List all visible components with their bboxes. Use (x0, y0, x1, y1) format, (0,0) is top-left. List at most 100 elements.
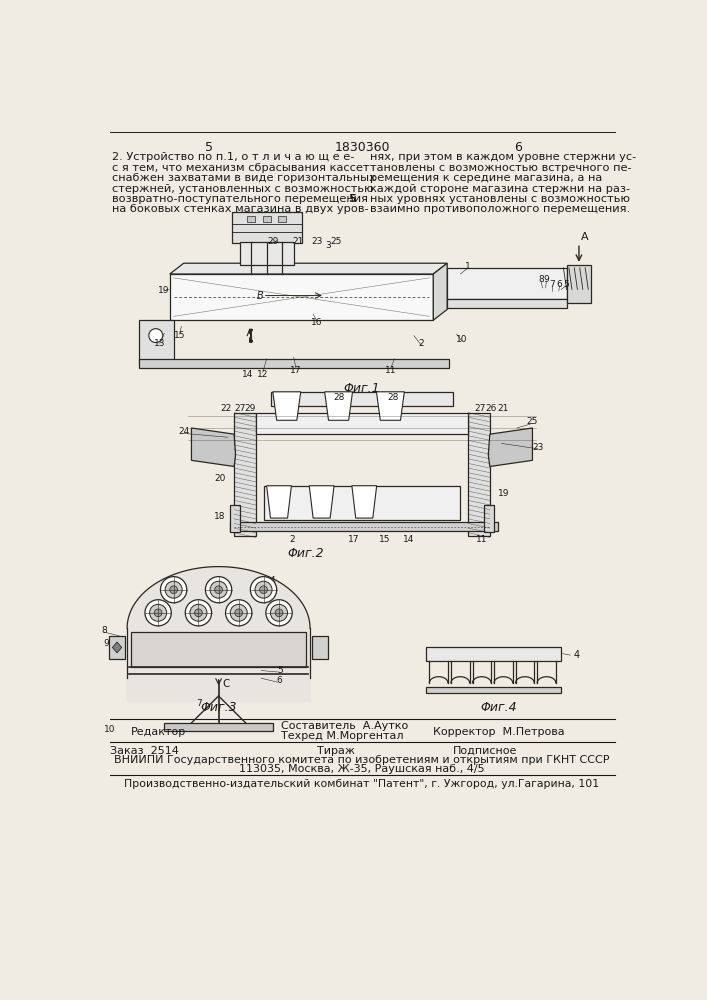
FancyBboxPatch shape (170, 274, 433, 320)
Polygon shape (352, 486, 377, 518)
Text: 12: 12 (257, 370, 269, 379)
Polygon shape (309, 486, 334, 518)
Text: ремещения к середине магазина, а на: ремещения к середине магазина, а на (370, 173, 603, 183)
Text: Φиг.3: Φиг.3 (200, 701, 237, 714)
Text: 28: 28 (333, 393, 344, 402)
FancyBboxPatch shape (131, 632, 306, 667)
Circle shape (275, 609, 283, 617)
Text: 15: 15 (174, 331, 185, 340)
Circle shape (266, 600, 292, 626)
Circle shape (145, 600, 171, 626)
Text: 14: 14 (403, 535, 414, 544)
Text: C: C (223, 679, 230, 689)
Text: 5: 5 (278, 666, 284, 675)
Text: 15: 15 (380, 535, 391, 544)
Polygon shape (433, 263, 448, 320)
Text: 17: 17 (291, 366, 302, 375)
Text: 11: 11 (385, 366, 397, 375)
Text: Φиг.1: Φиг.1 (344, 382, 380, 395)
Text: 8: 8 (538, 275, 544, 284)
Text: 21: 21 (497, 404, 509, 413)
FancyBboxPatch shape (468, 413, 490, 536)
FancyBboxPatch shape (448, 299, 567, 308)
Text: 13: 13 (154, 339, 165, 348)
Text: 2. Устройство по п.1, о т л и ч а ю щ е е-: 2. Устройство по п.1, о т л и ч а ю щ е … (112, 152, 354, 162)
Text: 28: 28 (387, 393, 399, 402)
Text: Подписное: Подписное (452, 746, 517, 756)
Text: Заказ  2514: Заказ 2514 (110, 746, 179, 756)
Text: 23: 23 (532, 443, 544, 452)
Text: стержней, установленных с возможностью: стержней, установленных с возможностью (112, 184, 373, 194)
Polygon shape (192, 428, 235, 466)
Circle shape (226, 600, 252, 626)
Text: 19: 19 (498, 489, 510, 498)
FancyBboxPatch shape (448, 268, 567, 299)
Circle shape (165, 581, 182, 598)
Polygon shape (127, 567, 310, 701)
FancyBboxPatch shape (110, 636, 125, 659)
Polygon shape (376, 392, 404, 420)
Text: 9: 9 (103, 639, 109, 648)
Text: возвратно-поступательного перемещения: возвратно-поступательного перемещения (112, 194, 368, 204)
Text: 5: 5 (204, 141, 213, 154)
Text: 5: 5 (348, 194, 356, 204)
FancyBboxPatch shape (263, 216, 271, 222)
Text: 18: 18 (214, 512, 226, 521)
Circle shape (190, 604, 207, 621)
Text: 2: 2 (419, 339, 424, 348)
Text: 10: 10 (103, 725, 115, 734)
FancyBboxPatch shape (247, 216, 255, 222)
Text: 2: 2 (289, 535, 295, 544)
Text: 14: 14 (242, 370, 253, 379)
Text: 4: 4 (573, 650, 580, 660)
Text: каждой стороне магазина стержни на раз-: каждой стороне магазина стержни на раз- (370, 184, 631, 194)
FancyBboxPatch shape (484, 505, 493, 532)
Text: 5: 5 (563, 280, 569, 289)
Text: Техред М.Моргентал: Техред М.Моргентал (281, 731, 403, 741)
FancyBboxPatch shape (232, 212, 301, 243)
Text: 22: 22 (221, 404, 232, 413)
FancyBboxPatch shape (139, 320, 174, 363)
FancyBboxPatch shape (164, 723, 273, 731)
Text: 27: 27 (235, 404, 246, 413)
Circle shape (210, 581, 227, 598)
FancyBboxPatch shape (234, 413, 256, 536)
Text: Φиг.4: Φиг.4 (481, 701, 518, 714)
Polygon shape (489, 428, 532, 466)
Circle shape (154, 609, 162, 617)
FancyBboxPatch shape (312, 636, 328, 659)
Polygon shape (112, 642, 122, 653)
FancyBboxPatch shape (264, 486, 460, 520)
Text: нях, при этом в каждом уровне стержни ус-: нях, при этом в каждом уровне стержни ус… (370, 152, 637, 162)
Circle shape (185, 600, 211, 626)
FancyBboxPatch shape (240, 242, 293, 265)
Text: взаимно противоположного перемещения.: взаимно противоположного перемещения. (370, 204, 631, 214)
Circle shape (160, 577, 187, 603)
Text: тановлены с возможностью встречного пе-: тановлены с возможностью встречного пе- (370, 163, 632, 173)
Text: ВНИИПИ Государственного комитета по изобретениям и открытиям при ГКНТ СССР: ВНИИПИ Государственного комитета по изоб… (115, 755, 609, 765)
Text: 6: 6 (515, 141, 522, 154)
Text: 19: 19 (158, 286, 169, 295)
Text: 6: 6 (556, 280, 563, 289)
Circle shape (259, 586, 267, 594)
Text: 11: 11 (477, 535, 488, 544)
Text: 29: 29 (267, 237, 279, 246)
Circle shape (150, 604, 167, 621)
FancyBboxPatch shape (139, 359, 449, 368)
Text: 6: 6 (276, 676, 282, 685)
FancyBboxPatch shape (567, 265, 590, 303)
Text: Производственно-издательский комбинат "Патент", г. Ужгород, ул.Гагарина, 101: Производственно-издательский комбинат "П… (124, 779, 600, 789)
Text: 113035, Москва, Ж-35, Раушская наб., 4/5: 113035, Москва, Ж-35, Раушская наб., 4/5 (239, 764, 485, 774)
Text: 9: 9 (544, 275, 549, 284)
Text: 23: 23 (311, 237, 322, 246)
Text: 26: 26 (486, 404, 497, 413)
FancyBboxPatch shape (426, 687, 561, 693)
Text: Корректор  М.Петрова: Корректор М.Петрова (433, 727, 565, 737)
FancyBboxPatch shape (279, 216, 286, 222)
Circle shape (250, 577, 276, 603)
Text: 25: 25 (527, 417, 538, 426)
Circle shape (215, 586, 223, 594)
Text: 16: 16 (311, 318, 323, 327)
Circle shape (230, 604, 247, 621)
Text: 1: 1 (465, 262, 471, 271)
